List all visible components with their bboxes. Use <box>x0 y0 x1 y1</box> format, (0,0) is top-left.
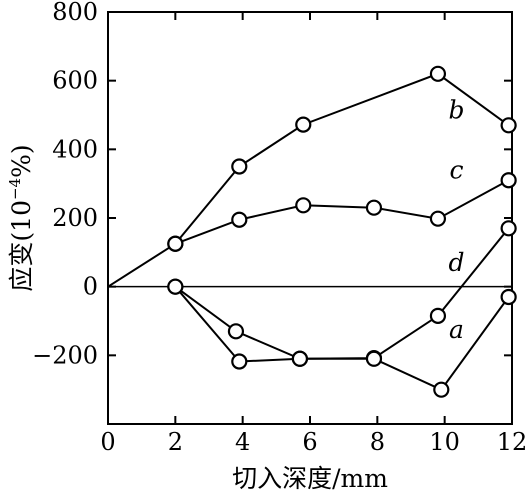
series-label: d <box>448 248 464 277</box>
data-point <box>291 350 308 367</box>
data-point <box>500 288 517 306</box>
x-tick-label: 0 <box>100 428 115 456</box>
data-point <box>429 65 447 82</box>
x-tick-label: 12 <box>497 428 528 456</box>
x-tick-label: 10 <box>429 428 460 456</box>
series-label: b <box>448 95 464 124</box>
x-tick-label: 8 <box>370 428 385 456</box>
series-label: c <box>449 156 463 185</box>
data-point <box>500 117 517 134</box>
data-point <box>500 172 517 189</box>
x-tick-label: 2 <box>168 428 183 456</box>
series-line <box>107 72 510 288</box>
y-tick-label: 400 <box>52 135 98 163</box>
data-point <box>429 210 447 227</box>
x-axis-title: 切入深度/mm <box>232 464 388 493</box>
x-tick-label: 4 <box>235 428 250 456</box>
data-point <box>429 307 447 324</box>
series-line <box>174 179 510 245</box>
data-point <box>500 220 517 237</box>
data-point <box>167 278 184 295</box>
data-point <box>365 199 383 216</box>
y-tick-label: 800 <box>52 0 98 26</box>
data-point <box>167 235 184 252</box>
data-point <box>295 116 312 133</box>
plot-frame <box>107 11 513 425</box>
data-point <box>227 323 245 340</box>
y-tick-label: 600 <box>52 67 98 95</box>
data-point <box>231 353 248 370</box>
x-tick-label: 6 <box>302 428 317 456</box>
y-tick-label: −200 <box>32 341 98 369</box>
series-label: a <box>449 315 464 344</box>
data-point <box>433 381 450 398</box>
data-point <box>365 350 383 367</box>
y-tick-label: 200 <box>52 204 98 232</box>
data-point <box>231 211 248 228</box>
y-axis-title: 应变(10−4%) <box>6 144 36 291</box>
series-c <box>167 172 517 252</box>
series-b <box>107 65 517 288</box>
data-point <box>295 197 312 214</box>
data-point <box>231 158 248 175</box>
series-line <box>174 286 510 391</box>
series-a <box>167 278 517 398</box>
y-tick-label: 0 <box>83 273 98 301</box>
